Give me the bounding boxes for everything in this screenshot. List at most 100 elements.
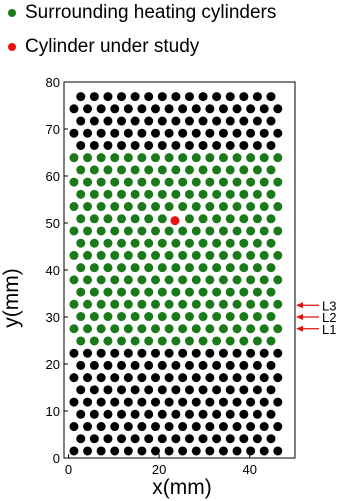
background-cylinder-point xyxy=(76,92,86,102)
heating-cylinder-point xyxy=(184,238,194,248)
heating-cylinder-point xyxy=(273,275,283,285)
heating-cylinder-point xyxy=(178,275,188,285)
background-cylinder-point xyxy=(178,104,188,114)
background-cylinder-point xyxy=(246,373,256,383)
background-cylinder-point xyxy=(212,140,222,150)
heating-cylinder-point xyxy=(110,250,120,260)
background-cylinder-point xyxy=(239,140,249,150)
heating-cylinder-point xyxy=(259,275,269,285)
background-cylinder-point xyxy=(205,348,215,358)
background-cylinder-point xyxy=(259,422,269,432)
background-cylinder-point xyxy=(69,422,79,432)
heating-cylinder-point xyxy=(110,299,120,309)
background-cylinder-point xyxy=(69,128,79,138)
heating-cylinder-point xyxy=(150,226,160,236)
heating-cylinder-point xyxy=(198,189,208,199)
background-cylinder-point xyxy=(150,348,160,358)
heating-cylinder-point xyxy=(144,263,154,273)
background-cylinder-point xyxy=(103,360,113,370)
background-cylinder-point xyxy=(252,434,262,444)
heating-cylinder-point xyxy=(130,165,140,175)
background-cylinder-point xyxy=(96,422,106,432)
heating-cylinder-point xyxy=(252,312,262,322)
heating-cylinder-point xyxy=(273,226,283,236)
heating-cylinder-point xyxy=(171,165,181,175)
background-cylinder-point xyxy=(83,348,93,358)
background-cylinder-point xyxy=(252,385,262,395)
background-cylinder-point xyxy=(218,128,228,138)
background-cylinder-point xyxy=(144,116,154,126)
background-cylinder-point xyxy=(225,140,235,150)
heating-cylinder-point xyxy=(218,275,228,285)
heating-cylinder-point xyxy=(150,275,160,285)
heating-cylinder-point xyxy=(266,214,276,224)
background-cylinder-point xyxy=(144,409,154,419)
heating-cylinder-point xyxy=(137,226,147,236)
heating-cylinder-point xyxy=(273,324,283,334)
background-cylinder-point xyxy=(218,373,228,383)
heating-cylinder-point xyxy=(184,214,194,224)
background-cylinder-point xyxy=(246,446,256,456)
legend: Surrounding heating cylinders Cylinder u… xyxy=(0,0,341,64)
heating-cylinder-point xyxy=(184,165,194,175)
background-cylinder-point xyxy=(273,446,283,456)
heating-cylinder-point xyxy=(252,214,262,224)
heating-cylinder-point xyxy=(239,336,249,346)
background-cylinder-point xyxy=(137,373,147,383)
heating-cylinder-point xyxy=(110,153,120,163)
background-cylinder-point xyxy=(144,360,154,370)
background-cylinder-point xyxy=(137,348,147,358)
background-cylinder-point xyxy=(205,446,215,456)
heating-cylinder-point xyxy=(225,165,235,175)
heating-cylinder-point xyxy=(232,324,242,334)
background-cylinder-point xyxy=(150,373,160,383)
heating-cylinder-point xyxy=(110,177,120,187)
y-tick-label: 0 xyxy=(53,451,60,466)
background-cylinder-point xyxy=(110,422,120,432)
background-cylinder-point xyxy=(205,373,215,383)
heating-cylinder-point xyxy=(239,238,249,248)
heating-cylinder-point xyxy=(83,226,93,236)
background-cylinder-point xyxy=(144,92,154,102)
background-cylinder-point xyxy=(164,373,174,383)
heating-cylinder-point xyxy=(212,238,222,248)
background-cylinder-point xyxy=(191,446,201,456)
background-cylinder-point xyxy=(96,128,106,138)
heating-cylinder-point xyxy=(191,324,201,334)
heating-cylinder-point xyxy=(144,189,154,199)
heating-cylinder-point xyxy=(225,189,235,199)
background-cylinder-point xyxy=(76,409,86,419)
background-cylinder-point xyxy=(232,104,242,114)
heating-cylinder-point xyxy=(198,214,208,224)
background-cylinder-point xyxy=(96,348,106,358)
background-cylinder-point xyxy=(252,92,262,102)
background-cylinder-point xyxy=(110,446,120,456)
heating-cylinder-point xyxy=(184,189,194,199)
background-cylinder-point xyxy=(69,446,79,456)
background-cylinder-point xyxy=(191,397,201,407)
heating-cylinder-point xyxy=(137,177,147,187)
background-cylinder-point xyxy=(96,373,106,383)
background-cylinder-point xyxy=(266,360,276,370)
background-cylinder-point xyxy=(184,140,194,150)
background-cylinder-point xyxy=(212,360,222,370)
background-cylinder-point xyxy=(212,92,222,102)
heating-cylinder-point xyxy=(76,214,86,224)
heating-cylinder-point xyxy=(69,324,79,334)
background-cylinder-point xyxy=(157,92,167,102)
background-cylinder-point xyxy=(130,360,140,370)
heating-cylinder-point xyxy=(157,189,167,199)
heating-cylinder-point xyxy=(218,202,228,212)
background-cylinder-point xyxy=(198,385,208,395)
heating-cylinder-point xyxy=(157,312,167,322)
heating-cylinder-point xyxy=(137,153,147,163)
heating-cylinder-point xyxy=(178,202,188,212)
heating-cylinder-point xyxy=(96,299,106,309)
annotation-label: L2 xyxy=(322,310,336,325)
heating-cylinder-point xyxy=(184,312,194,322)
background-cylinder-point xyxy=(184,434,194,444)
background-cylinder-point xyxy=(157,385,167,395)
heating-cylinder-point xyxy=(117,238,127,248)
background-cylinder-point xyxy=(225,385,235,395)
